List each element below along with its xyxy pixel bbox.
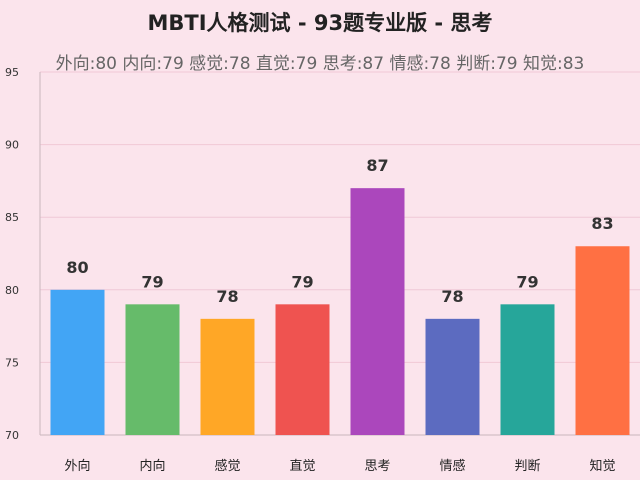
x-tick-label: 知觉 [589,458,615,474]
y-tick-label: 95 [5,66,19,79]
y-tick-label: 80 [5,284,19,297]
y-tick-label: 70 [5,429,19,442]
data-label: 83 [591,214,613,233]
bar [575,246,630,435]
data-label: 79 [516,272,538,291]
bar [275,304,330,435]
x-tick-label: 判断 [514,459,540,474]
bar [350,188,405,435]
bar [425,318,480,435]
data-label: 80 [66,258,88,277]
data-label: 78 [216,287,238,306]
x-tick-label: 思考 [364,459,390,474]
data-label: 79 [291,272,313,291]
y-tick-label: 90 [5,139,19,152]
x-tick-label: 内向 [139,458,165,474]
x-tick-label: 情感 [439,458,465,474]
y-tick-label: 85 [5,211,19,224]
y-tick-label: 75 [5,356,19,369]
data-label: 78 [441,287,463,306]
bar [50,289,105,435]
chart-title: MBTI人格测试 - 93题专业版 - 思考 [147,11,493,35]
chart-subtitle: 外向:80 内向:79 感觉:78 直觉:79 思考:87 情感:78 判断:7… [55,54,585,74]
data-label: 87 [366,156,388,175]
x-tick-label: 直觉 [289,459,315,474]
bar [200,318,255,435]
x-tick-label: 外向 [64,458,90,474]
bar [125,304,180,435]
data-label: 79 [141,272,163,291]
x-tick-label: 感觉 [214,458,240,474]
bar [500,304,555,435]
